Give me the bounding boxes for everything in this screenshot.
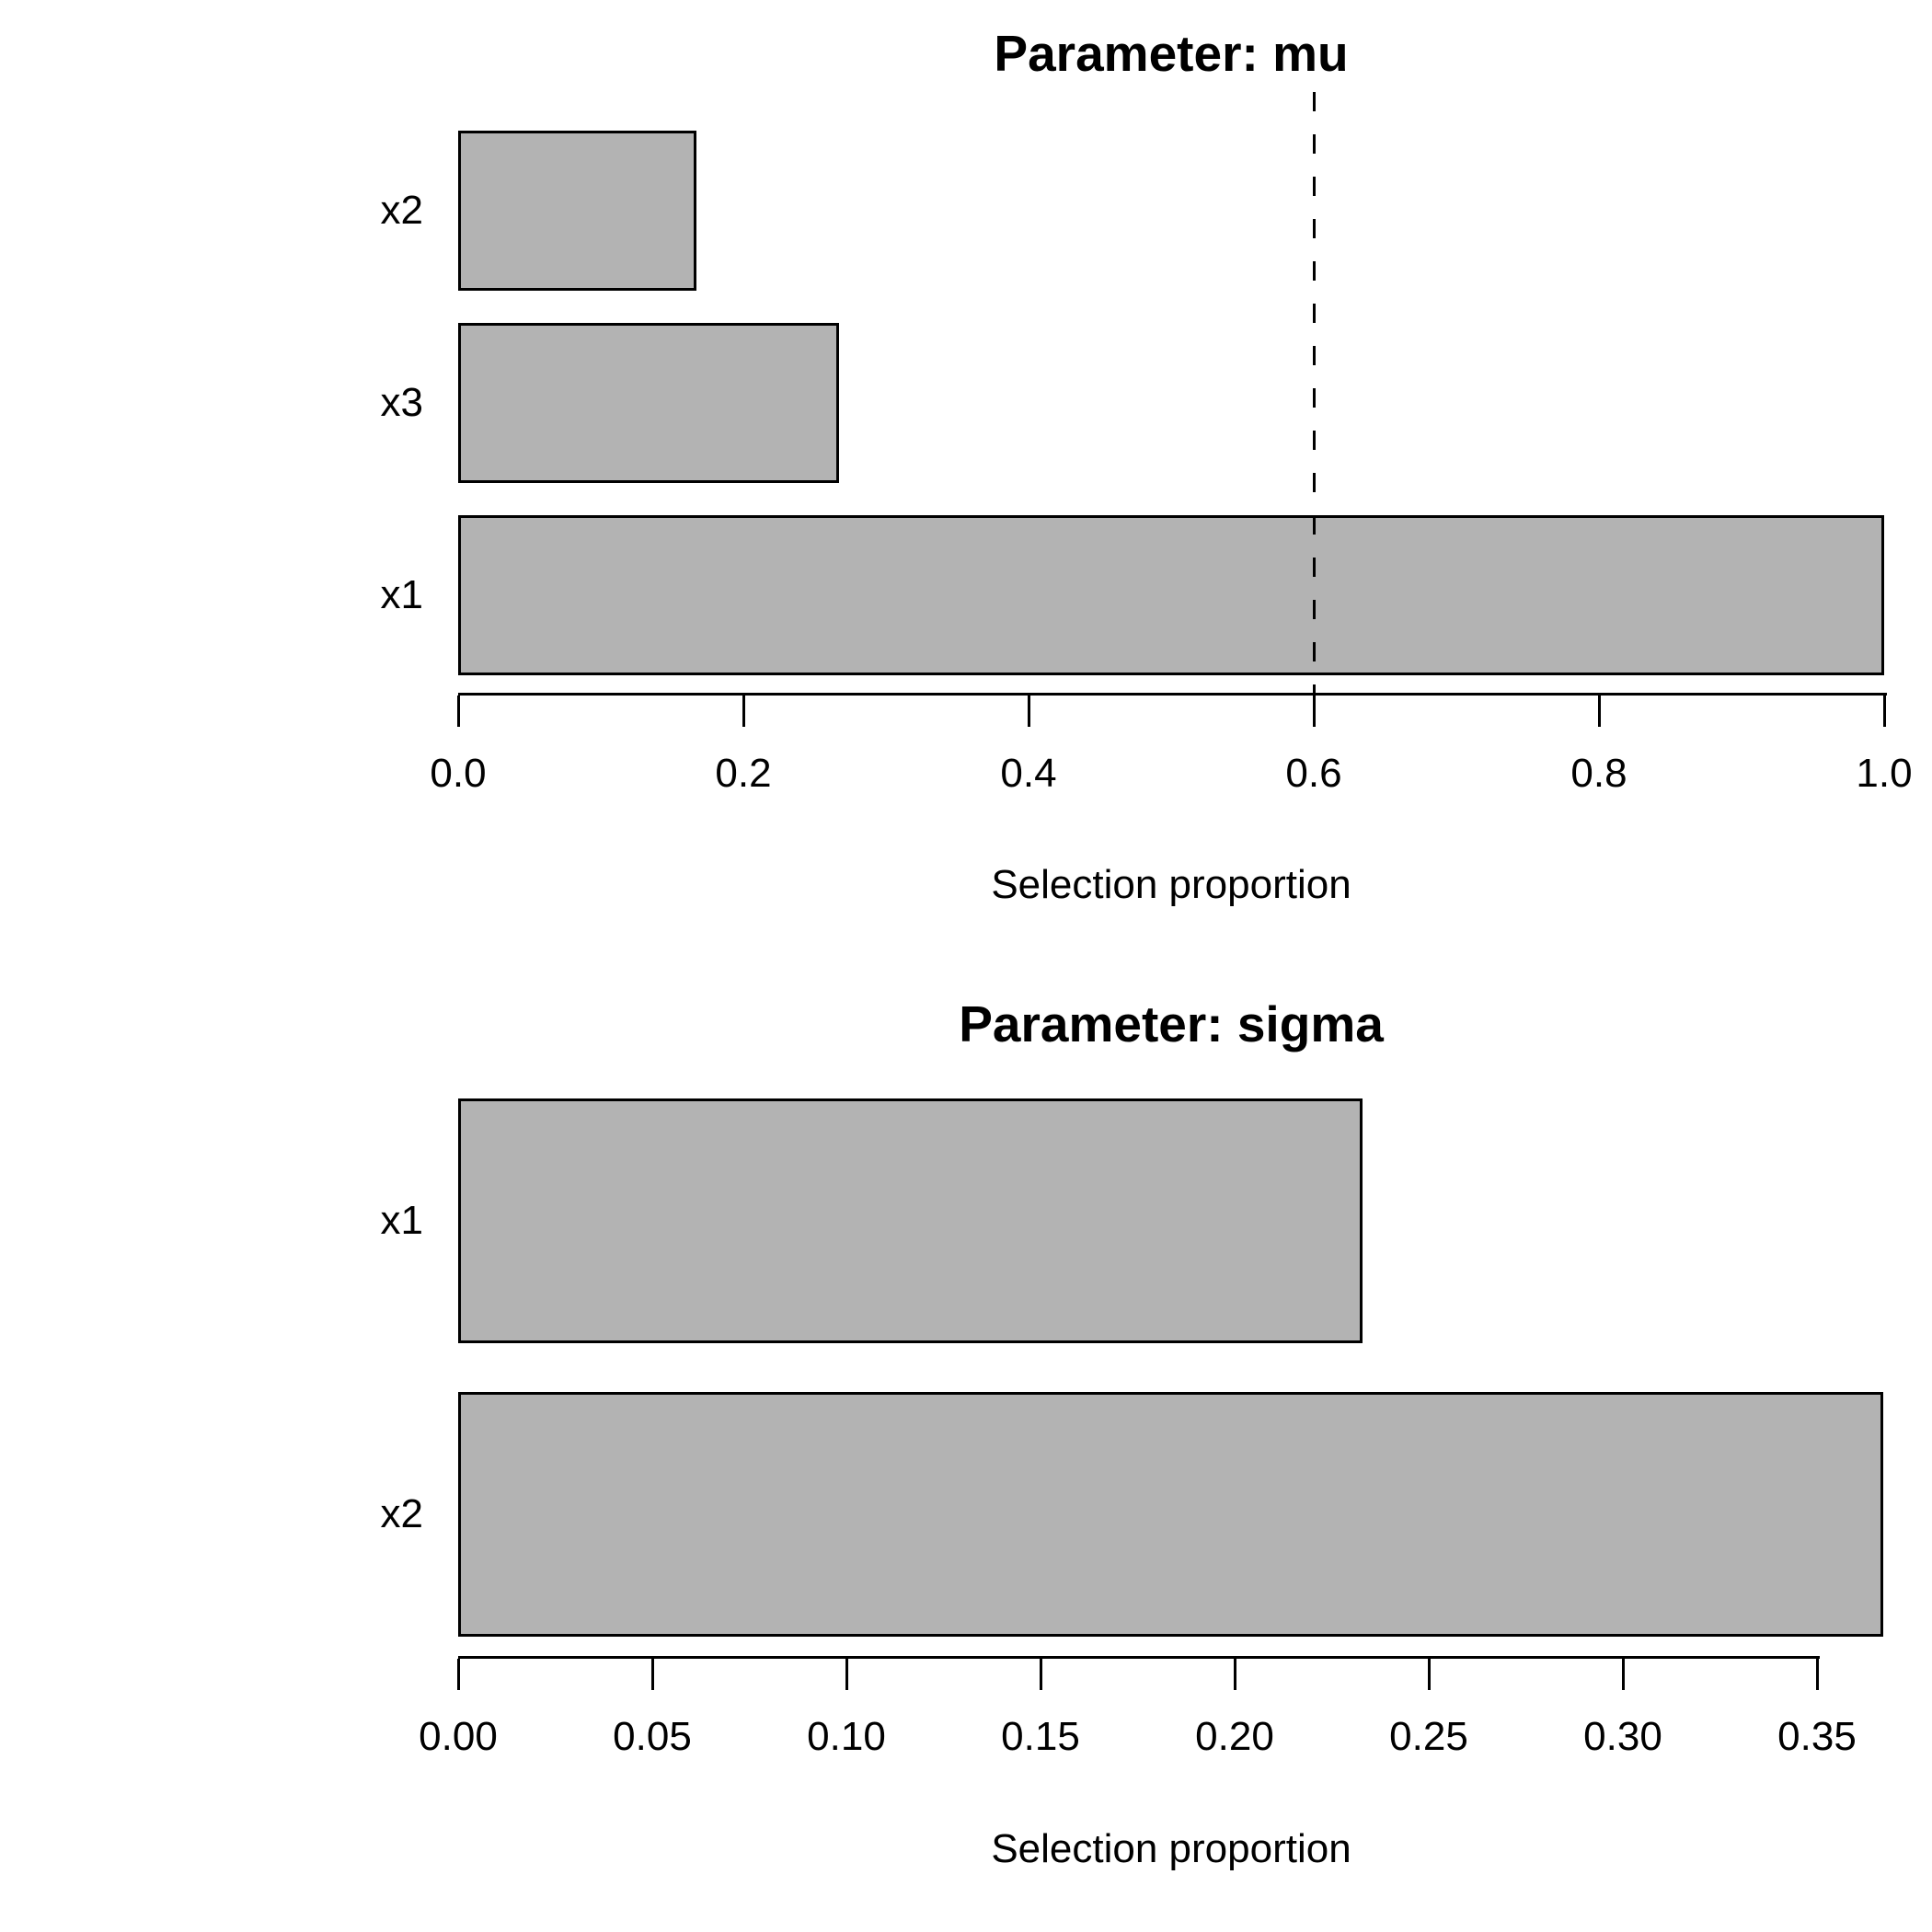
threshold-dashed-line	[1313, 92, 1316, 693]
category-label-x1: x1	[380, 1198, 423, 1243]
x-axis-tick	[1428, 1659, 1431, 1690]
x-axis-tick-label: 0.25	[1389, 1714, 1468, 1759]
x-axis-tick-label: 0.05	[613, 1714, 692, 1759]
category-label-x2: x2	[380, 188, 423, 233]
x-axis-tick	[1598, 696, 1601, 727]
bar-x3	[458, 323, 839, 483]
x-axis-line	[458, 693, 1887, 696]
x-axis-tick	[1040, 1659, 1042, 1690]
x-axis-tick-label: 0.10	[807, 1714, 886, 1759]
x-axis-tick	[651, 1659, 654, 1690]
x-axis-tick-label: 1.0	[1856, 751, 1913, 796]
x-axis-tick	[742, 696, 745, 727]
chart-title-sigma: Parameter: sigma	[959, 995, 1384, 1052]
x-axis-tick	[1028, 696, 1030, 727]
x-axis-tick	[1816, 1659, 1819, 1690]
bar-x2	[458, 131, 696, 291]
bar-x1	[458, 1098, 1363, 1343]
category-label-x2: x2	[380, 1491, 423, 1536]
chart-title-mu: Parameter: mu	[994, 25, 1349, 82]
x-axis-tick	[457, 1659, 460, 1690]
x-axis-tick-label: 0.15	[1001, 1714, 1080, 1759]
x-axis-tick	[1234, 1659, 1236, 1690]
x-axis-tick	[845, 1659, 848, 1690]
bar-x1	[458, 515, 1884, 675]
x-axis-tick	[1883, 696, 1886, 727]
x-axis-line	[458, 1656, 1820, 1659]
x-axis-label-mu: Selection proportion	[991, 862, 1351, 907]
x-axis-tick-label: 0.00	[419, 1714, 498, 1759]
x-axis-tick	[457, 696, 460, 727]
category-label-x3: x3	[380, 380, 423, 425]
x-axis-tick-label: 0.6	[1285, 751, 1342, 796]
x-axis-tick-label: 0.0	[430, 751, 487, 796]
x-axis-tick	[1622, 1659, 1625, 1690]
bar-x2	[458, 1392, 1883, 1637]
x-axis-tick-label: 0.2	[715, 751, 772, 796]
x-axis-tick-label: 0.30	[1583, 1714, 1662, 1759]
x-axis-label-sigma: Selection proportion	[991, 1826, 1351, 1871]
x-axis-tick-label: 0.8	[1570, 751, 1627, 796]
x-axis-tick-label: 0.4	[1000, 751, 1057, 796]
x-axis-tick	[1313, 696, 1316, 727]
x-axis-tick-label: 0.20	[1195, 1714, 1274, 1759]
category-label-x1: x1	[380, 572, 423, 617]
x-axis-tick-label: 0.35	[1777, 1714, 1857, 1759]
